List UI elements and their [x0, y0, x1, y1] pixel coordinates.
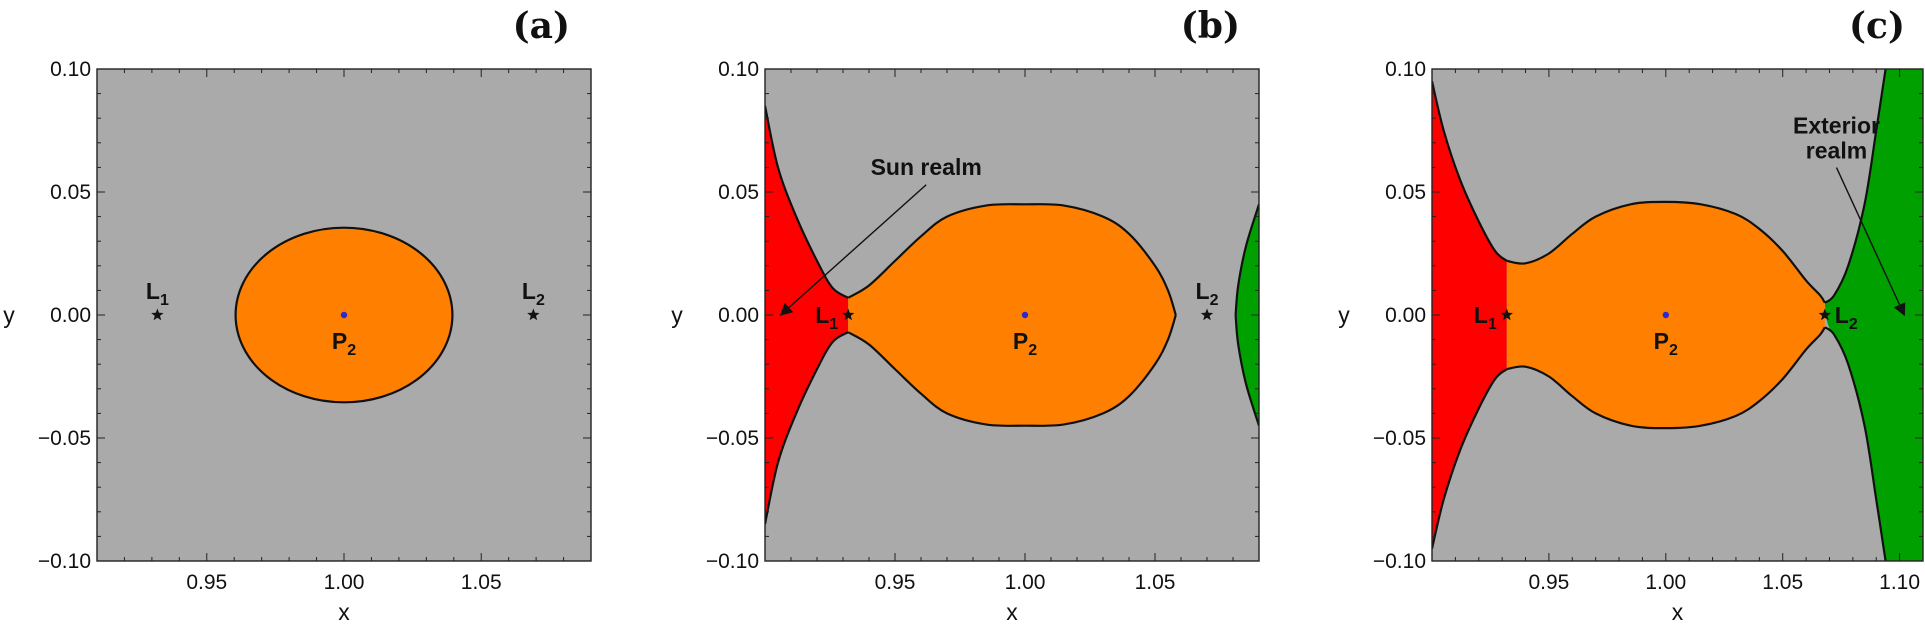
plot-area [1432, 69, 1923, 561]
point-label: P2 [332, 328, 356, 359]
lagrange-point-marker [1200, 308, 1214, 321]
lagrange-point-marker [1818, 308, 1831, 321]
zero-velocity-curve [847, 314, 1177, 427]
point-label: L1 [1474, 302, 1497, 333]
annotation-arrow [1835, 167, 1906, 317]
point-label: L1 [146, 278, 169, 309]
y-tick-label: 0.05 [50, 181, 91, 204]
point-label: P2 [1013, 328, 1037, 359]
p2-realm-region [848, 204, 1176, 426]
panel-b: 0.95 1.00 1.05 0.10 0.05 0.00 −0.05 −0.10 x y (b) L… [671, 5, 1260, 625]
panel-label: (b) [1181, 5, 1240, 47]
x-axis-label: x [338, 599, 350, 625]
y-axis-label: y [3, 302, 15, 328]
point-label: L2 [522, 278, 545, 309]
annotation-text: Sun realm [871, 154, 982, 180]
point-label: L2 [1196, 278, 1219, 309]
zero-velocity-curve [1824, 326, 1887, 561]
lagrange-point-marker [1500, 308, 1513, 321]
sun-realm-region [1432, 81, 1507, 549]
zero-velocity-curve [1234, 314, 1259, 427]
primary-body-marker [1021, 311, 1029, 319]
zero-velocity-curve [1432, 81, 1508, 262]
y-tick-label: 0.00 [718, 304, 759, 327]
zero-velocity-curve [847, 203, 1177, 316]
panels: 0.95 1.00 1.05 0.10 0.05 0.00 −0.05 −0.10 x y (a) L… [3, 5, 1924, 625]
exterior-realm-region [1235, 204, 1259, 426]
y-tick-label: −0.05 [38, 427, 91, 450]
point-label: P2 [1654, 328, 1678, 359]
primary-body-marker [1662, 311, 1670, 319]
annotation-text: Exterior realm [1793, 113, 1880, 164]
y-axis-label: y [1338, 302, 1350, 328]
zero-velocity-curve [1234, 203, 1259, 316]
x-axis-label: x [1006, 599, 1018, 625]
zero-velocity-curve [1824, 69, 1887, 304]
y-tick-label: −0.10 [1373, 550, 1426, 573]
lagrange-point-marker [151, 308, 164, 321]
zero-velocity-curve [1506, 326, 1826, 430]
y-axis-label: y [671, 302, 683, 328]
zero-velocity-curve [1432, 368, 1508, 549]
y-tick-label: 0.10 [50, 58, 91, 81]
x-tick-label: 1.05 [1135, 571, 1176, 594]
x-tick-label: 1.10 [1879, 571, 1920, 594]
y-tick-label: −0.10 [38, 550, 91, 573]
sun-realm-region [765, 105, 849, 525]
x-axis-label: x [1672, 599, 1684, 625]
x-tick-label: 1.00 [1645, 571, 1686, 594]
annotation-arrow [779, 184, 927, 316]
x-tick-label: 1.05 [1762, 571, 1803, 594]
y-tick-label: 0.00 [1385, 304, 1426, 327]
lagrange-point-marker [842, 308, 855, 321]
x-tick-label: 1.00 [324, 571, 365, 594]
point-label: L2 [1835, 302, 1858, 333]
lagrange-point-marker [527, 308, 540, 321]
zero-velocity-curve [765, 105, 849, 299]
y-tick-label: 0.10 [1385, 58, 1426, 81]
primary-body-marker [340, 311, 348, 319]
x-tick-label: 0.95 [875, 571, 916, 594]
y-tick-label: 0.10 [718, 58, 759, 81]
y-tick-label: −0.10 [706, 550, 759, 573]
x-tick-label: 0.95 [1528, 571, 1569, 594]
point-label: L1 [815, 302, 838, 333]
zero-velocity-curve [765, 331, 849, 525]
panel-label: (c) [1849, 5, 1905, 47]
y-tick-label: −0.05 [706, 427, 759, 450]
x-tick-label: 1.00 [1005, 571, 1046, 594]
panel-label: (a) [513, 5, 570, 47]
plot-area [765, 69, 1259, 561]
y-tick-label: −0.05 [1373, 427, 1426, 450]
exterior-realm-region [1824, 69, 1923, 561]
x-tick-label: 1.05 [461, 571, 502, 594]
x-tick-label: 0.95 [186, 571, 227, 594]
y-tick-label: 0.00 [50, 304, 91, 327]
zero-velocity-curve [1506, 200, 1826, 304]
y-tick-label: 0.05 [1385, 181, 1426, 204]
panel-a: 0.95 1.00 1.05 0.10 0.05 0.00 −0.05 −0.10 x y (a) L… [3, 5, 592, 625]
y-tick-label: 0.05 [718, 181, 759, 204]
panel-c: 0.95 1.00 1.05 1.10 0.10 0.05 0.00 −0.05 −0.10 x y… [1338, 5, 1924, 625]
